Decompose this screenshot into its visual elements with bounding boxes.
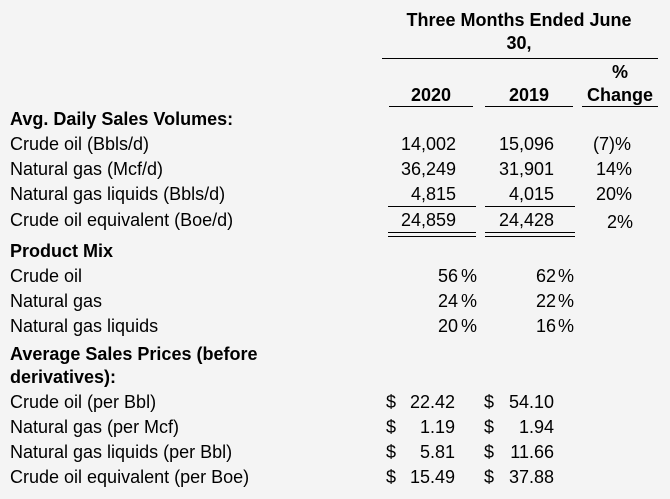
volumes-heading: Avg. Daily Sales Volumes: [10, 109, 234, 129]
pct-change-header-line1: % [611, 62, 628, 82]
prices-heading-line2: derivatives): [10, 367, 117, 387]
pct-change-header-line2: Change [586, 85, 653, 105]
currency-symbol: $ [386, 392, 397, 412]
col-2020-header: 2020 [410, 85, 452, 105]
row-label: Crude oil equivalent (per Boe) [10, 467, 250, 487]
mix-value-2019: 62 [535, 266, 556, 286]
mix-value-2020: 56 [437, 266, 458, 286]
price-2019: 1.94 [518, 417, 554, 437]
percent-sign: % [558, 266, 575, 286]
double-rule-top [485, 232, 575, 233]
percent-sign: % [461, 266, 478, 286]
col-2019-rule [485, 106, 573, 107]
row-label: Natural gas [10, 291, 103, 311]
mix-value-2019: 16 [535, 316, 556, 336]
value-2019: 15,096 [498, 134, 554, 154]
value-2020: 4,815 [410, 184, 456, 204]
mix-value-2020: 24 [437, 291, 458, 311]
double-rule-bottom [388, 236, 476, 237]
pct-change-value: (7)% [593, 134, 632, 154]
percent-sign: % [461, 316, 478, 336]
subtotal-rule [388, 206, 476, 207]
value-2019: 31,901 [498, 159, 554, 179]
pct-change-value: 20% [596, 184, 633, 204]
currency-symbol: $ [484, 442, 495, 462]
price-2020: 15.49 [409, 467, 455, 487]
row-label: Crude oil (per Bbl) [10, 392, 157, 412]
price-2020: 1.19 [419, 417, 455, 437]
price-2019: 37.88 [508, 467, 554, 487]
currency-symbol: $ [386, 417, 397, 437]
value-2020: 36,249 [400, 159, 456, 179]
row-label: Natural gas (Mcf/d) [10, 159, 164, 179]
pct-change-value: 14% [596, 159, 633, 179]
double-rule-top [388, 232, 476, 233]
prices-heading-line1: Average Sales Prices (before [10, 344, 258, 364]
price-2019: 54.10 [508, 392, 554, 412]
value-2019: 24,428 [498, 210, 554, 230]
currency-symbol: $ [386, 442, 397, 462]
pct-change-value: 2% [607, 212, 634, 232]
price-2020: 22.42 [409, 392, 455, 412]
price-2019: 11.66 [510, 442, 554, 462]
row-label: Natural gas liquids (Bbls/d) [10, 184, 226, 204]
period-header-line1: Three Months Ended June [406, 10, 632, 30]
percent-sign: % [461, 291, 478, 311]
col-2020-rule [389, 106, 473, 107]
mix-value-2019: 22 [535, 291, 556, 311]
value-2020: 24,859 [400, 210, 456, 230]
row-label: Crude oil equivalent (Boe/d) [10, 210, 234, 230]
mix-heading: Product Mix [10, 241, 114, 261]
price-2020: 5.81 [419, 442, 455, 462]
currency-symbol: $ [386, 467, 397, 487]
header-rule [382, 58, 658, 59]
col-2019-header: 2019 [508, 85, 550, 105]
mix-value-2020: 20 [437, 316, 458, 336]
subtotal-rule [485, 206, 575, 207]
double-rule-bottom [485, 236, 575, 237]
percent-sign: % [558, 291, 575, 311]
row-label: Crude oil (Bbls/d) [10, 134, 150, 154]
currency-symbol: $ [484, 467, 495, 487]
period-header-line2: 30, [506, 33, 532, 53]
currency-symbol: $ [484, 417, 495, 437]
value-2019: 4,015 [508, 184, 554, 204]
row-label: Natural gas (per Mcf) [10, 417, 180, 437]
row-label: Natural gas liquids [10, 316, 159, 336]
percent-sign: % [558, 316, 575, 336]
currency-symbol: $ [484, 392, 495, 412]
row-label: Natural gas liquids (per Bbl) [10, 442, 233, 462]
row-label: Crude oil [10, 266, 83, 286]
value-2020: 14,002 [400, 134, 456, 154]
pct-change-rule [582, 106, 658, 107]
